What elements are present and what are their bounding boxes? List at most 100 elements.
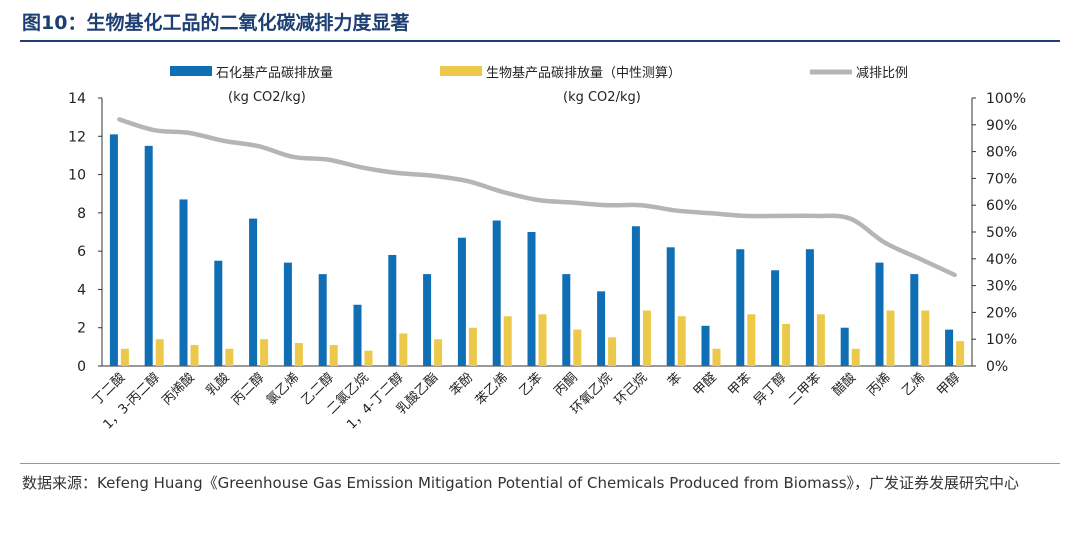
bar-bio	[886, 310, 895, 366]
y-left-tick-label: 2	[77, 321, 86, 337]
x-tick-label: 苯	[665, 370, 685, 390]
bar-bio	[468, 327, 477, 366]
y-left-tick-label: 6	[77, 244, 86, 260]
legend-label-ratio: 减排比例	[856, 66, 908, 81]
bar-bio	[608, 337, 617, 366]
legend-swatch-bio	[440, 66, 482, 76]
source-note: 数据来源：Kefeng Huang《Greenhouse Gas Emissio…	[22, 474, 1020, 492]
bar-petro	[388, 254, 397, 366]
bar-bio	[573, 329, 582, 366]
bar-bio	[434, 339, 443, 366]
bar-bio	[538, 314, 547, 366]
bar-petro	[631, 226, 640, 366]
chart-legend: 石化基产品碳排放量 (kg CO2/kg) 生物基产品碳排放量（中性测算） (kg C…	[170, 66, 908, 105]
x-tick-label: 苯乙烯	[473, 370, 511, 408]
y-right-tick-label: 40%	[986, 252, 1017, 268]
y-left-tick-label: 12	[68, 129, 86, 145]
figure-title: 图10：生物基化工品的二氧化碳减排力度显著	[22, 12, 410, 34]
x-tick-label: 丙酮	[552, 370, 581, 399]
x-tick-label: 乳酸	[204, 370, 233, 399]
bar-petro	[527, 232, 536, 366]
bar-bio	[260, 339, 269, 366]
bar-petro	[353, 304, 362, 366]
x-tick-label: 二甲苯	[786, 370, 824, 408]
legend-unit-bio: (kg CO2/kg)	[563, 90, 641, 105]
chart-bars	[109, 134, 965, 366]
y-right-tick-label: 70%	[986, 171, 1017, 187]
bar-bio	[782, 323, 791, 366]
legend-swatch-petro	[170, 66, 212, 76]
x-tick-label: 苯酚	[447, 370, 476, 399]
bar-bio	[956, 341, 965, 366]
bar-bio	[120, 348, 129, 366]
x-axis-labels: 丁二酸1，3-丙二醇丙烯酸 乳酸丙二醇氯乙烯乙二醇二氯乙烷1，4-丁二醇乳酸乙酯苯…	[90, 370, 963, 433]
legend-label-petro: 石化基产品碳排放量	[216, 66, 333, 81]
bar-petro	[840, 327, 849, 366]
bar-petro	[249, 218, 258, 366]
bar-bio	[399, 333, 408, 366]
y-left-tick-label: 10	[68, 168, 86, 184]
chart-axes: 0 2 4 6 8 10 12 14 0% 10% 20% 30% 40% 50% 60% 70% 80% 90%…	[68, 91, 1026, 375]
bar-bio	[503, 316, 512, 366]
bar-petro	[457, 237, 466, 366]
bar-petro	[805, 249, 814, 366]
bar-petro	[875, 262, 884, 366]
bar-bio	[851, 348, 860, 366]
bar-petro	[701, 325, 710, 366]
bar-petro	[597, 291, 606, 366]
ratio-line	[117, 117, 957, 278]
bar-bio	[747, 314, 756, 366]
bar-petro	[771, 270, 780, 366]
bar-petro	[214, 260, 223, 366]
bar-petro	[109, 134, 118, 366]
bar-petro	[318, 274, 327, 366]
bar-bio	[921, 310, 930, 366]
y-right-tick-label: 60%	[986, 198, 1017, 214]
y-right-tick-label: 20%	[986, 305, 1017, 321]
bar-bio	[364, 350, 373, 366]
source-divider	[20, 463, 1060, 464]
bar-petro	[144, 145, 153, 366]
x-tick-label: 丙烯酸	[160, 370, 198, 408]
combo-chart: 0 2 4 6 8 10 12 14 0% 10% 20% 30% 40% 50% 60% 70% 80% 90%…	[68, 66, 1026, 433]
y-right-tick-label: 90%	[986, 118, 1017, 134]
x-tick-label: 甲醇	[934, 370, 964, 400]
bar-petro	[666, 247, 675, 366]
x-tick-label: 氯乙烯	[264, 370, 302, 408]
chart-line	[117, 117, 957, 278]
x-tick-label: 甲醛	[690, 370, 720, 400]
bar-bio	[155, 339, 164, 366]
y-right-tick-label: 80%	[986, 145, 1017, 161]
y-left-tick-label: 4	[77, 282, 86, 298]
bar-bio	[642, 310, 651, 366]
bar-bio	[329, 344, 338, 366]
bar-petro	[492, 220, 501, 366]
y-left-tick-label: 14	[68, 91, 86, 107]
bar-bio	[225, 348, 234, 366]
y-right-tick-label: 100%	[986, 91, 1026, 107]
bar-bio	[712, 348, 721, 366]
bar-petro	[910, 274, 919, 366]
bar-petro	[736, 249, 745, 366]
bar-bio	[190, 344, 199, 366]
x-tick-label: 异丁醇	[751, 370, 790, 409]
y-right-tick-label: 50%	[986, 225, 1017, 241]
bar-petro	[423, 274, 432, 366]
x-tick-label: 甲苯	[726, 370, 755, 399]
bar-petro	[283, 262, 292, 366]
bar-bio	[677, 316, 686, 366]
y-right-tick-label: 10%	[986, 332, 1017, 348]
x-tick-label: 醋酸	[829, 370, 859, 400]
bar-petro	[945, 329, 954, 366]
title-divider	[20, 40, 1060, 42]
x-tick-label: 环己烷	[612, 370, 650, 408]
bar-bio	[816, 314, 825, 366]
bar-bio	[294, 343, 303, 366]
y-right-tick-label: 30%	[986, 279, 1017, 295]
y-left-tick-label: 8	[77, 206, 86, 222]
legend-label-bio: 生物基产品碳排放量（中性测算）	[486, 66, 681, 81]
y-right-tick-label: 0%	[986, 359, 1008, 375]
bar-petro	[562, 274, 571, 366]
bar-petro	[179, 199, 188, 366]
x-tick-label: 丙烯	[865, 370, 894, 399]
